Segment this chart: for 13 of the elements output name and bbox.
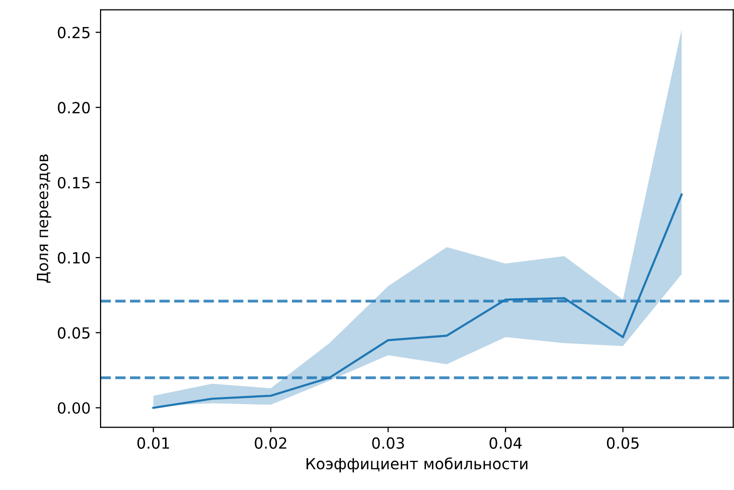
x-tick-label: 0.02: [254, 437, 286, 449]
y-tick-label: 0.00: [58, 402, 90, 414]
y-axis-title: Доля переездов: [36, 154, 52, 283]
y-tick-label: 0.15: [58, 176, 90, 189]
y-tick-label: 0.20: [58, 102, 90, 114]
y-tick-label: 0.25: [58, 26, 90, 38]
x-tick-label: 0.01: [137, 437, 169, 449]
x-tick-label: 0.03: [372, 437, 404, 449]
y-tick-label: 0.05: [58, 327, 90, 339]
y-tick-label: 0.10: [58, 252, 90, 264]
x-tick-label: 0.04: [490, 437, 522, 449]
x-axis-title: Коэффициент мобильности: [306, 457, 528, 472]
x-tick-label: 0.05: [606, 437, 639, 449]
